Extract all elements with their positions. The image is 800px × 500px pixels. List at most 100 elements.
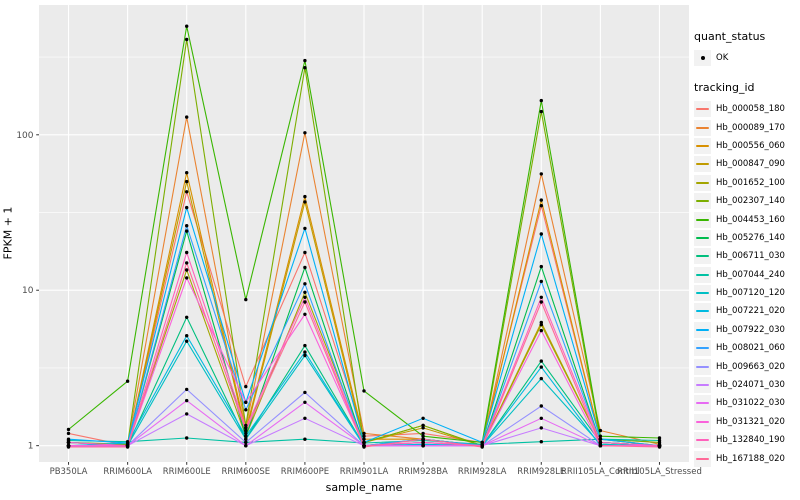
data-point	[303, 437, 307, 441]
data-point	[539, 440, 543, 444]
legend-entry: Hb_000089_170	[694, 118, 800, 136]
line-swatch-icon	[696, 310, 709, 313]
x-tick-label: RRIM928BA	[398, 467, 448, 477]
data-point	[539, 359, 543, 363]
data-point	[421, 437, 425, 441]
data-point	[480, 440, 484, 445]
x-tick-label: RRIM928LA	[458, 467, 507, 477]
data-point	[185, 190, 189, 194]
data-point	[539, 232, 543, 236]
line-swatch-icon	[696, 200, 709, 203]
data-point	[303, 400, 307, 404]
legend: quant_status OK tracking_id Hb_000058_18…	[694, 30, 800, 468]
x-tick-label: RRIM600LA	[103, 467, 152, 477]
legend-key-line	[694, 174, 711, 191]
data-point	[303, 300, 307, 304]
data-point	[303, 416, 307, 420]
data-point	[362, 440, 366, 445]
data-point	[185, 24, 189, 28]
legend-key-line	[694, 340, 711, 357]
data-point	[244, 400, 248, 404]
line-swatch-icon	[696, 365, 709, 368]
data-point	[244, 428, 248, 433]
data-point	[244, 408, 248, 412]
legend-entry-label: Hb_000556_060	[716, 140, 785, 151]
legend-key-line	[694, 248, 711, 265]
data-point	[303, 131, 307, 135]
data-point	[598, 434, 603, 438]
line-swatch-icon	[696, 163, 709, 166]
data-point	[362, 431, 366, 436]
legend-key-line	[694, 413, 711, 430]
data-point	[303, 200, 307, 204]
data-point	[421, 440, 425, 445]
data-point	[539, 328, 543, 333]
data-point	[244, 384, 248, 389]
data-point	[362, 434, 366, 438]
legend-entry-label: Hb_000847_090	[716, 159, 785, 170]
x-tick-label: PB350LA	[50, 467, 88, 477]
line-swatch-icon	[696, 384, 709, 387]
legend-entry-label: Hb_009663_020	[716, 361, 785, 372]
data-point	[185, 387, 189, 392]
data-point	[185, 205, 189, 210]
legend-key-line	[694, 432, 711, 449]
legend-key-line	[694, 211, 711, 228]
data-point	[185, 276, 189, 280]
legend-key-point	[694, 50, 711, 66]
data-point	[66, 427, 71, 432]
data-point	[657, 445, 662, 449]
legend-key-line	[694, 101, 711, 118]
line-swatch-icon	[696, 126, 709, 129]
legend-entry: Hb_007922_030	[694, 321, 800, 339]
legend-key-line	[694, 266, 711, 283]
x-tick-label: RRIM600LE	[163, 467, 211, 477]
legend-key-line	[694, 229, 711, 246]
legend-key-line	[694, 193, 711, 210]
data-point	[539, 98, 543, 103]
data-point	[185, 436, 189, 440]
legend-entry: Hb_009663_020	[694, 357, 800, 375]
legend-entry: Hb_006711_030	[694, 247, 800, 265]
legend-key-line	[694, 156, 711, 173]
data-point	[303, 58, 307, 63]
x-tick-label: RRIM901LA	[340, 467, 389, 477]
legend-entry: Hb_007044_240	[694, 266, 800, 284]
data-point	[598, 444, 603, 448]
line-swatch-icon	[696, 236, 709, 239]
legend-entry-label: Hb_000089_170	[716, 122, 785, 133]
data-point	[185, 398, 189, 403]
data-point	[125, 441, 130, 445]
data-point	[598, 440, 603, 445]
line-swatch-icon	[696, 255, 709, 258]
legend-entry: Hb_000847_090	[694, 155, 800, 173]
data-point	[539, 279, 543, 284]
data-point	[185, 339, 189, 343]
data-point	[185, 261, 189, 265]
data-point	[539, 109, 543, 114]
data-point	[421, 431, 425, 436]
legend-entry: Hb_007120_120	[694, 284, 800, 302]
x-tick-label: RRII105LA_Stressed	[617, 467, 702, 477]
data-point	[185, 268, 189, 272]
legend-entry: Hb_167188_020	[694, 449, 800, 467]
line-swatch-icon	[696, 347, 709, 350]
data-point	[303, 353, 307, 358]
legend-entry: Hb_008021_060	[694, 339, 800, 357]
legend-entry: Hb_000556_060	[694, 137, 800, 155]
data-point	[539, 323, 543, 327]
data-point	[185, 412, 189, 416]
data-point	[303, 312, 307, 316]
legend-entry-label: Hb_007120_120	[716, 288, 785, 299]
legend-entry: Hb_000058_180	[694, 100, 800, 118]
data-point	[303, 343, 307, 348]
legend-title-quant-status: quant_status	[694, 30, 766, 43]
line-swatch-icon	[696, 420, 709, 423]
x-axis-title: sample_name	[325, 481, 403, 494]
legend-key-line	[694, 377, 711, 394]
x-tick-label: RRIM928LE	[517, 467, 565, 477]
data-point	[303, 295, 307, 299]
legend-entry-label: Hb_006711_030	[716, 251, 785, 262]
legend-entry: Hb_007221_020	[694, 302, 800, 320]
